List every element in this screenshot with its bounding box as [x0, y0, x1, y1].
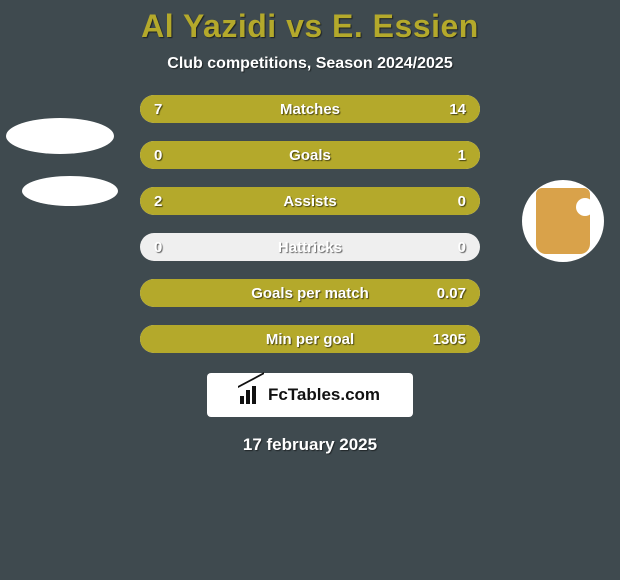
stat-rows: 7 Matches 14 0 Goals 1 2 Assists 0 0 Hattricks 0 Goa…: [140, 95, 480, 353]
stat-right-value: 0: [458, 193, 466, 210]
player2-avatar: [522, 180, 604, 262]
stat-right-value: 14: [449, 101, 466, 118]
logo-pill: FcTables.com: [207, 373, 413, 417]
comparison-chart: Al Yazidi vs E. Essien Club competitions…: [0, 0, 620, 580]
stat-row: 0 Goals 1: [140, 141, 480, 169]
bars-icon: [240, 386, 262, 404]
chart-title: Al Yazidi vs E. Essien: [141, 8, 479, 45]
stat-left-value: 7: [154, 101, 162, 118]
stat-right-value: 1305: [433, 331, 466, 348]
stat-label: Min per goal: [266, 331, 354, 348]
stat-right-value: 0.07: [437, 285, 466, 302]
stat-left-value: 0: [154, 239, 162, 256]
stat-right-value: 0: [458, 239, 466, 256]
chart-subtitle: Club competitions, Season 2024/2025: [167, 55, 452, 73]
stat-row: 2 Assists 0: [140, 187, 480, 215]
stat-label: Goals per match: [251, 285, 369, 302]
stat-label: Assists: [283, 193, 336, 210]
stat-left-value: 0: [154, 147, 162, 164]
logo-text: FcTables.com: [268, 385, 380, 405]
stat-label: Hattricks: [278, 239, 342, 256]
trophy-icon: [536, 188, 590, 254]
stat-row: Goals per match 0.07: [140, 279, 480, 307]
stat-left-value: 2: [154, 193, 162, 210]
stat-label: Goals: [289, 147, 331, 164]
chart-date: 17 february 2025: [243, 435, 377, 455]
stat-row: 0 Hattricks 0: [140, 233, 480, 261]
stat-row: 7 Matches 14: [140, 95, 480, 123]
stat-row: Min per goal 1305: [140, 325, 480, 353]
player1-avatar-top: [6, 118, 114, 154]
player1-avatar-bottom: [22, 176, 118, 206]
stat-label: Matches: [280, 101, 340, 118]
stat-right-value: 1: [458, 147, 466, 164]
